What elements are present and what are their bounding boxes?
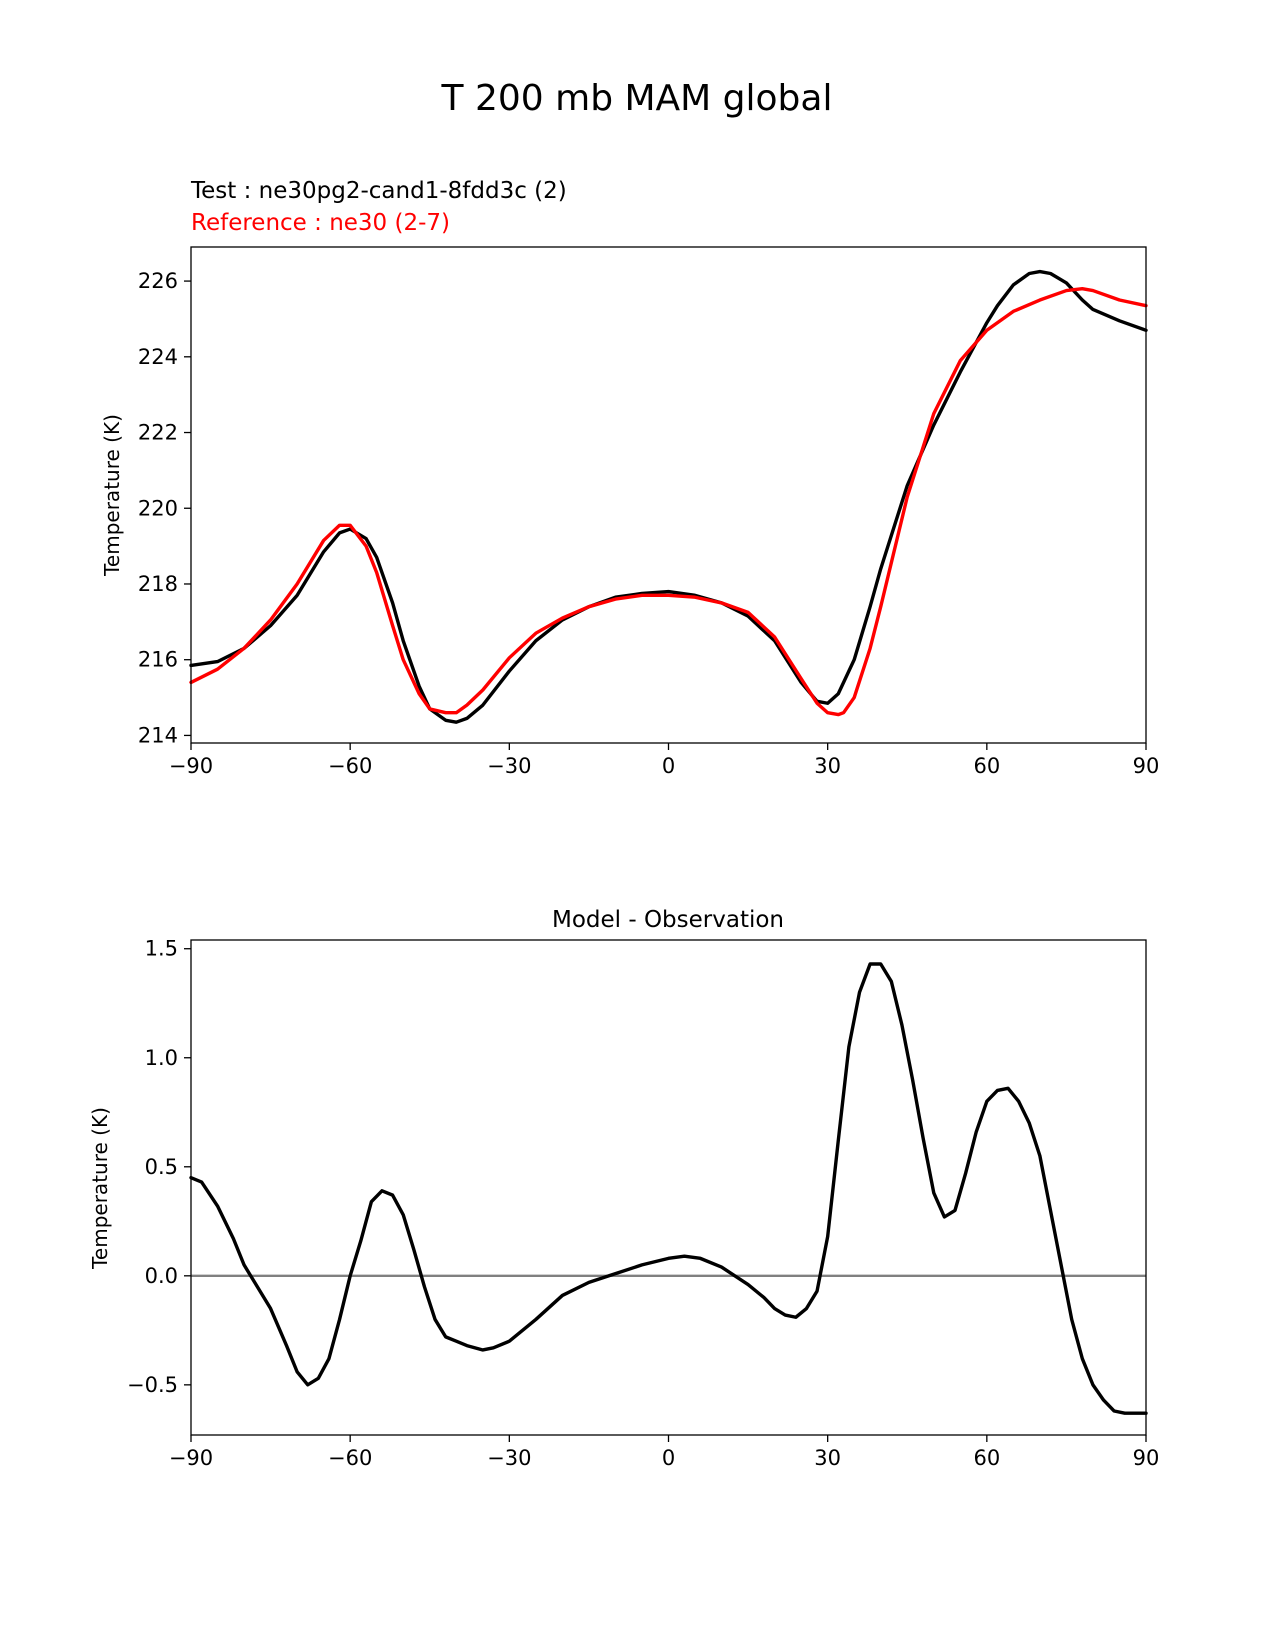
bottom-ytick-label: 1.5	[145, 937, 178, 961]
top-ytick-label: 226	[138, 269, 178, 293]
test-title: Test : ne30pg2-cand1-8fdd3c (2)	[190, 178, 567, 204]
top-series-line-0	[189, 269, 1148, 724]
bottom-xtick-label: 30	[814, 1446, 841, 1470]
top-xtick-label: 60	[973, 754, 1000, 778]
top-ytick-label: 224	[138, 345, 178, 369]
top-xtick-label: 0	[662, 754, 675, 778]
bottom-xtick-label: −30	[487, 1446, 531, 1470]
bottom-panel: Model - Observation −90 −60 −30 0 30 60 90 −0.5…	[88, 907, 1159, 1470]
top-panel-plot-area	[189, 269, 1148, 724]
bottom-series-line-0	[189, 962, 1148, 1415]
top-ytick-label: 216	[138, 648, 178, 672]
top-xtick-label: −60	[328, 754, 372, 778]
bottom-ytick-label: −0.5	[127, 1373, 178, 1397]
top-panel-ylabel: Temperature (K)	[100, 414, 124, 577]
bottom-panel-title: Model - Observation	[552, 907, 784, 933]
top-xtick-label: −90	[169, 754, 213, 778]
bottom-xtick-label: −60	[328, 1446, 372, 1470]
top-ytick-label: 220	[138, 496, 178, 520]
bottom-ytick-label: 1.0	[145, 1046, 178, 1070]
top-panel-frame	[190, 246, 1147, 744]
top-ytick-label: 218	[138, 572, 178, 596]
reference-title: Reference : ne30 (2-7)	[191, 210, 450, 236]
top-ytick-label: 214	[138, 723, 178, 747]
bottom-panel-plot-area	[189, 962, 1148, 1415]
bottom-panel-ylabel: Temperature (K)	[88, 1107, 112, 1270]
bottom-ytick-label: 0.5	[145, 1155, 178, 1179]
bottom-xtick-label: 60	[973, 1446, 1000, 1470]
bottom-panel-ticks: −90 −60 −30 0 30 60 90 −0.5 0.0 0.5 1.0 1.5	[127, 937, 1159, 1470]
bottom-panel-frame	[190, 939, 1147, 1436]
top-xtick-label: 90	[1133, 754, 1160, 778]
bottom-xtick-label: 0	[662, 1446, 675, 1470]
top-xtick-label: −30	[487, 754, 531, 778]
top-ytick-label: 222	[138, 421, 178, 445]
top-xtick-label: 30	[814, 754, 841, 778]
top-panel-ticks: −90 −60 −30 0 30 60 90 214 216 218 220 222 224 226	[138, 269, 1159, 778]
bottom-xtick-label: −90	[169, 1446, 213, 1470]
top-panel: Test : ne30pg2-cand1-8fdd3c (2) Referenc…	[100, 178, 1159, 778]
top-series-line-1	[189, 286, 1148, 717]
figure-title: T 200 mb MAM global	[441, 78, 833, 119]
bottom-xtick-label: 90	[1133, 1446, 1160, 1470]
bottom-ytick-label: 0.0	[145, 1264, 178, 1288]
